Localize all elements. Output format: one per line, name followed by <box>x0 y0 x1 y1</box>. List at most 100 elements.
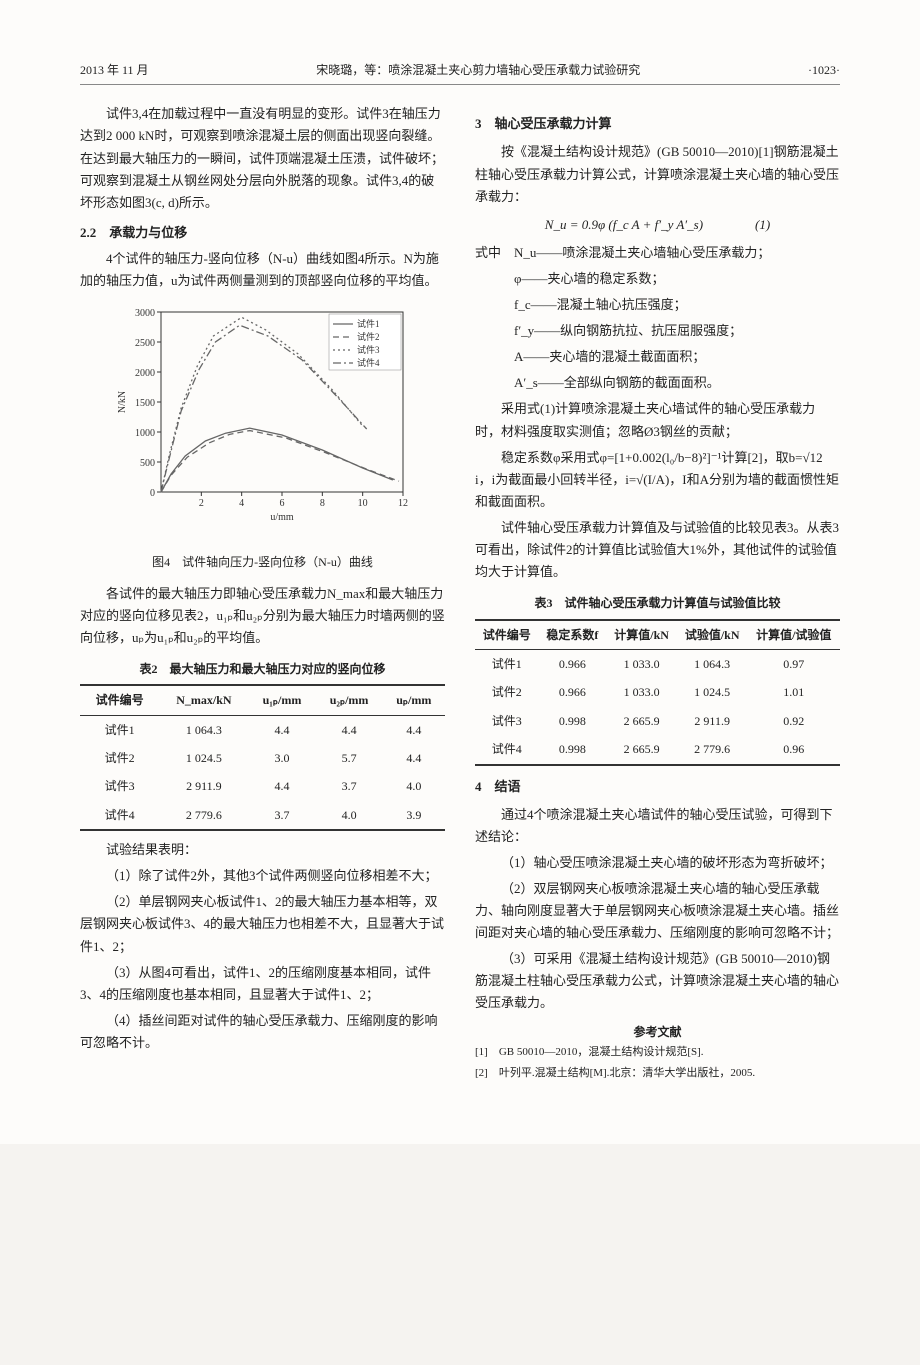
svg-text:2: 2 <box>198 498 203 509</box>
table-cell: 1 033.0 <box>606 678 677 706</box>
table-row: 试件20.9661 033.01 024.51.01 <box>475 678 840 706</box>
table-cell: 试件2 <box>80 744 159 772</box>
figure-4-chart: 05001000150020002500300024681012u/mmN/kN… <box>113 302 413 542</box>
table-cell: 2 911.9 <box>677 707 748 735</box>
para-result-3: （3）从图4可看出，试件1、2的压缩刚度基本相同，试件3、4的压缩刚度也基本相同… <box>80 962 445 1006</box>
para-result-4: （4）插丝间距对试件的轴心受压承载力、压缩刚度的影响可忽略不计。 <box>80 1010 445 1054</box>
svg-text:10: 10 <box>357 498 367 509</box>
where-fc: f_c——混凝土轴心抗压强度； <box>475 294 840 316</box>
table-cell: 3.7 <box>316 772 383 800</box>
table-cell: 4.0 <box>316 801 383 830</box>
table-2: 试件编号N_max/kNu₁ₚ/mmu₂ₚ/mmuₚ/mm 试件11 064.3… <box>80 684 445 831</box>
table-cell: 1 024.5 <box>159 744 248 772</box>
svg-text:试件2: 试件2 <box>357 331 380 342</box>
table-cell: 1.01 <box>747 678 840 706</box>
svg-text:试件4: 试件4 <box>357 357 380 368</box>
table-row: 试件40.9982 665.92 779.60.96 <box>475 735 840 764</box>
table-3-header-cell: 试件编号 <box>475 620 539 650</box>
table-cell: 4.4 <box>316 715 383 744</box>
table-cell: 试件1 <box>475 649 539 678</box>
section-2-2-title: 2.2 承载力与位移 <box>80 222 445 244</box>
table-cell: 试件3 <box>80 772 159 800</box>
table-row: 试件30.9982 665.92 911.90.92 <box>475 707 840 735</box>
table-cell: 0.966 <box>539 678 607 706</box>
header-date: 2013 年 11 月 <box>80 60 149 80</box>
table-cell: 0.998 <box>539 707 607 735</box>
table-cell: 试件1 <box>80 715 159 744</box>
table-cell: 2 911.9 <box>159 772 248 800</box>
svg-text:8: 8 <box>319 498 324 509</box>
table-cell: 3.7 <box>248 801 315 830</box>
table-cell: 4.4 <box>248 772 315 800</box>
table-cell: 2 779.6 <box>159 801 248 830</box>
svg-text:试件3: 试件3 <box>357 344 380 355</box>
section-4-title: 4 结语 <box>475 776 840 798</box>
svg-text:1500: 1500 <box>135 398 155 409</box>
table-cell: 3.9 <box>383 801 445 830</box>
svg-text:试件1: 试件1 <box>357 318 380 329</box>
table-3-header-row: 试件编号稳定系数f计算值/kN试验值/kN计算值/试验值 <box>475 620 840 650</box>
table-cell: 0.966 <box>539 649 607 678</box>
right-column: 3 轴心受压承载力计算 按《混凝土结构设计规范》(GB 50010—2010)[… <box>475 103 840 1084</box>
table-cell: 5.7 <box>316 744 383 772</box>
table-cell: 4.4 <box>383 715 445 744</box>
table-cell: 试件4 <box>80 801 159 830</box>
references-title: 参考文献 <box>475 1022 840 1042</box>
table-cell: 1 064.3 <box>677 649 748 678</box>
references-list: [1] GB 50010—2010，混凝土结构设计规范[S]. [2] 叶列平.… <box>475 1043 840 1082</box>
para-s3-intro: 按《混凝土结构设计规范》(GB 50010—2010)[1]钢筋混凝土柱轴心受压… <box>475 141 840 207</box>
table-cell: 2 665.9 <box>606 735 677 764</box>
table-cell: 4.4 <box>383 744 445 772</box>
table-cell: 3.0 <box>248 744 315 772</box>
where-phi: φ——夹心墙的稳定系数； <box>475 268 840 290</box>
svg-text:1000: 1000 <box>135 428 155 439</box>
para-conclusion-intro: 通过4个喷涂混凝土夹心墙试件的轴心受压试验，可得到下述结论： <box>475 804 840 848</box>
table-cell: 试件3 <box>475 707 539 735</box>
table-cell: 0.998 <box>539 735 607 764</box>
table-cell: 1 064.3 <box>159 715 248 744</box>
page-header: 2013 年 11 月 宋晓璐，等：喷涂混凝土夹心剪力墙轴心受压承载力试验研究 … <box>80 60 840 85</box>
para-specimen-34: 试件3,4在加载过程中一直没有明显的变形。试件3在轴压力达到2 000 kN时，… <box>80 103 445 213</box>
table-2-header-cell: uₚ/mm <box>383 685 445 715</box>
table-row: 试件11 064.34.44.44.4 <box>80 715 445 744</box>
para-table2-intro: 各试件的最大轴压力即轴心受压承载力N_max和最大轴压力对应的竖向位移见表2，u… <box>80 583 445 649</box>
table-2-caption: 表2 最大轴压力和最大轴压力对应的竖向位移 <box>80 659 445 679</box>
table-cell: 0.96 <box>747 735 840 764</box>
table-cell: 0.97 <box>747 649 840 678</box>
left-column: 试件3,4在加载过程中一直没有明显的变形。试件3在轴压力达到2 000 kN时，… <box>80 103 445 1084</box>
svg-text:0: 0 <box>150 488 155 499</box>
page: 2013 年 11 月 宋晓璐，等：喷涂混凝土夹心剪力墙轴心受压承载力试验研究 … <box>0 0 920 1144</box>
para-conclusion-1: （1）轴心受压喷涂混凝土夹心墙的破坏形态为弯折破坏； <box>475 852 840 874</box>
formula-1: N_u = 0.9φ (f_c A + f′_y A′_s) (1) <box>475 214 840 236</box>
svg-text:2000: 2000 <box>135 368 155 379</box>
table-cell: 2 779.6 <box>677 735 748 764</box>
table-row: 试件21 024.53.05.74.4 <box>80 744 445 772</box>
para-calc-note: 采用式(1)计算喷涂混凝土夹心墙试件的轴心受压承载力时，材料强度取实测值；忽略Ø… <box>475 398 840 442</box>
para-phi-formula: 稳定系数φ采用式φ=[1+0.002(l₀/b−8)²]⁻¹计算[2]，取b=√… <box>475 447 840 513</box>
header-title: 宋晓璐，等：喷涂混凝土夹心剪力墙轴心受压承载力试验研究 <box>316 60 640 80</box>
table-row: 试件10.9661 033.01 064.30.97 <box>475 649 840 678</box>
table-2-header-cell: 试件编号 <box>80 685 159 715</box>
table-3-header-cell: 计算值/试验值 <box>747 620 840 650</box>
svg-text:4: 4 <box>239 498 244 509</box>
table-cell: 1 033.0 <box>606 649 677 678</box>
reference-1: [1] GB 50010—2010，混凝土结构设计规范[S]. <box>475 1043 840 1062</box>
table-3-caption: 表3 试件轴心受压承载力计算值与试验值比较 <box>475 593 840 613</box>
table-3-header-cell: 计算值/kN <box>606 620 677 650</box>
para-result-2: （2）单层钢网夹心板试件1、2的最大轴压力基本相等，双层钢网夹心板试件3、4的最… <box>80 891 445 957</box>
para-n-u-curve: 4个试件的轴压力-竖向位移（N-u）曲线如图4所示。N为施加的轴压力值，u为试件… <box>80 248 445 292</box>
table-3: 试件编号稳定系数f计算值/kN试验值/kN计算值/试验值 试件10.9661 0… <box>475 619 840 766</box>
table-cell: 试件2 <box>475 678 539 706</box>
figure-4-caption: 图4 试件轴向压力-竖向位移（N-u）曲线 <box>80 552 445 572</box>
svg-text:12: 12 <box>398 498 408 509</box>
where-label: 式中 N_u——喷涂混凝土夹心墙轴心受压承载力； <box>475 242 840 264</box>
table-row: 试件32 911.94.43.74.0 <box>80 772 445 800</box>
table-3-header-cell: 试验值/kN <box>677 620 748 650</box>
svg-text:500: 500 <box>140 458 155 469</box>
table-2-header-row: 试件编号N_max/kNu₁ₚ/mmu₂ₚ/mmuₚ/mm <box>80 685 445 715</box>
svg-text:N/kN: N/kN <box>117 391 128 413</box>
svg-text:3000: 3000 <box>135 308 155 319</box>
para-results-intro: 试验结果表明： <box>80 839 445 861</box>
svg-text:2500: 2500 <box>135 338 155 349</box>
where-fy: f′_y——纵向钢筋抗拉、抗压屈服强度； <box>475 320 840 342</box>
